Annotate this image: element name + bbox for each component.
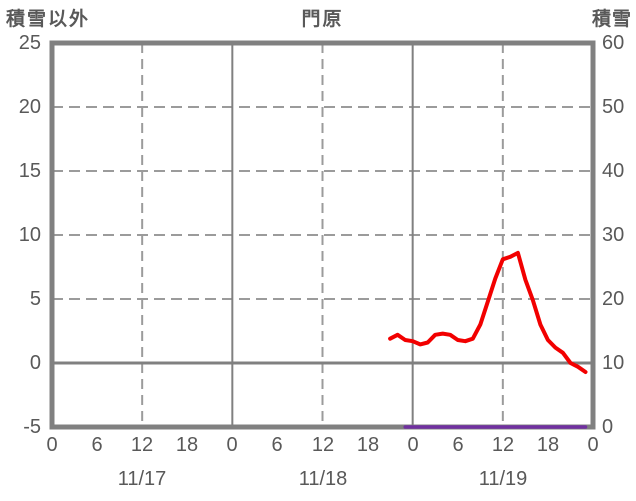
left-axis-title: 積雪以外 [6,9,91,30]
x-axis-hour-label: 12 [311,434,335,456]
chart-title: 門原 [301,9,344,30]
x-axis-hour-label: 12 [491,434,515,456]
x-axis-hour-label: 18 [175,434,199,456]
right-axis-tick-label: 60 [602,32,625,54]
left-axis-tick-label: 5 [29,288,41,310]
left-axis-tick-label: 0 [29,352,41,374]
right-axis-tick-label: 20 [602,288,625,310]
x-axis-hour-label: 0 [226,434,238,456]
x-axis-hour-label: 6 [452,434,464,456]
right-axis-tick-label: 50 [602,96,625,118]
right-axis-tick-label: 0 [602,416,614,438]
right-axis-tick-label: 10 [602,352,625,374]
left-axis-tick-label: 15 [18,160,41,182]
right-axis-tick-label: 30 [602,224,625,246]
x-axis-hour-label: 18 [536,434,560,456]
left-axis-tick-label: 10 [18,224,41,246]
x-axis-hour-label: 18 [356,434,380,456]
x-axis-hour-label: 0 [407,434,419,456]
left-axis-tick-label: 20 [18,96,41,118]
x-axis-hour-label: 12 [130,434,154,456]
x-axis-date-label: 11/18 [298,468,348,490]
x-axis-date-label: 11/17 [117,468,167,490]
x-axis-hour-label: 0 [46,434,58,456]
red-series-line [388,250,588,374]
x-axis-date-label: 11/19 [478,468,528,490]
plot-frame [49,40,596,430]
x-axis-hour-label: 6 [91,434,103,456]
right-axis-title: 積雪 [591,9,632,30]
left-axis-tick-label: -5 [23,416,41,438]
left-axis-tick-label: 25 [18,32,41,54]
x-axis-hour-label: 6 [271,434,283,456]
right-axis-tick-label: 40 [602,160,625,182]
x-axis-hour-label: 0 [587,434,599,456]
